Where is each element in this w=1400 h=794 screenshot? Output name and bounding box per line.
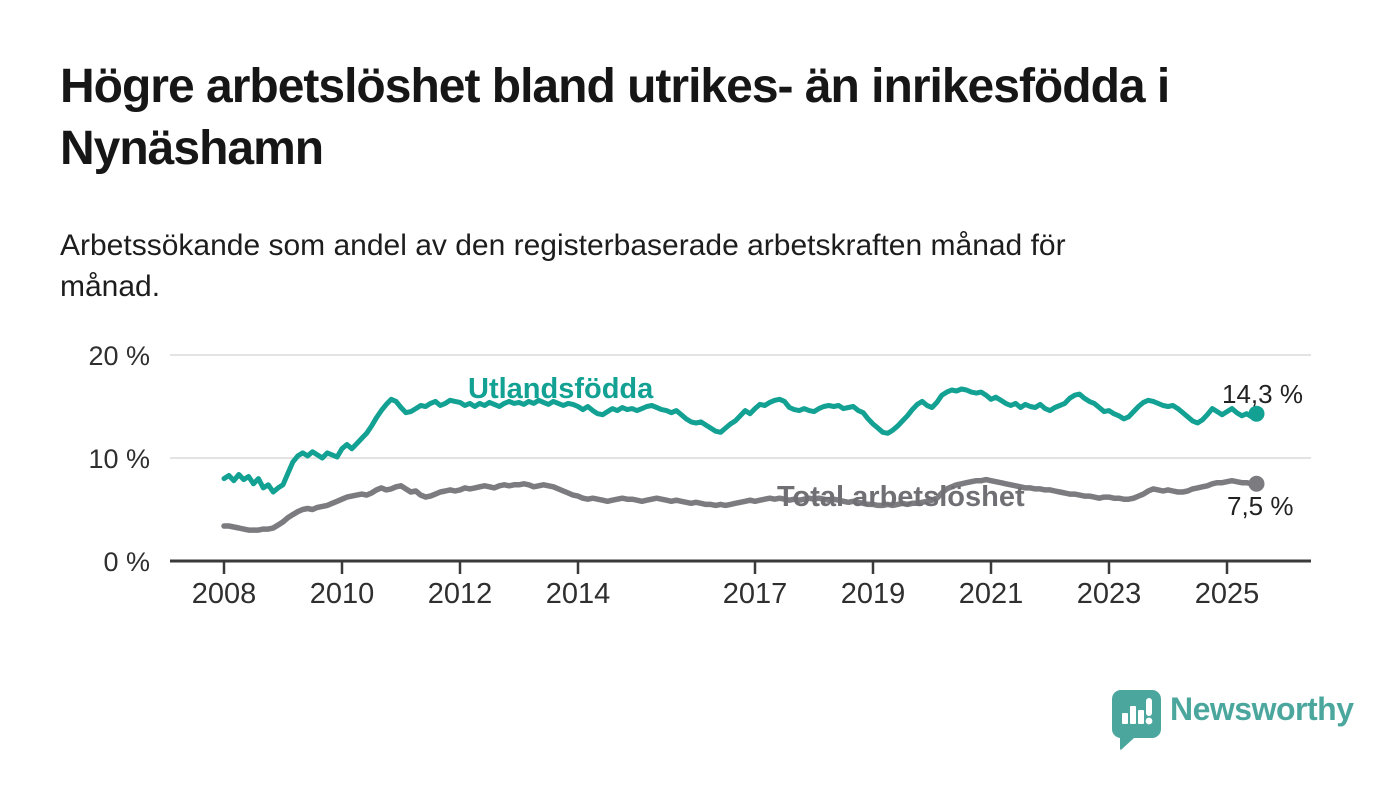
newsworthy-logo-text: Newsworthy [1170,691,1354,727]
x-tick-label-2008: 2008 [192,578,257,610]
x-tick-label-2010: 2010 [310,578,375,610]
utlandsfodda-line [221,386,1259,495]
exclamation-stem [1146,698,1152,716]
series-label-total-arbetsloshet: Total arbetslöshet [777,481,1025,513]
series-label-utlandsfodda: Utlandsfödda [468,373,654,405]
x-tick-label-2014: 2014 [546,578,611,610]
x-tick-label-2017: 2017 [723,578,788,610]
y-tick-label-10: 10 % [88,444,150,474]
total-arbetsloshet-end-dot [1248,475,1265,492]
page-title: Högre arbetslöshet bland utrikes- än inr… [60,60,1170,176]
bar-2 [1130,706,1136,724]
x-tick-label-2023: 2023 [1077,578,1142,610]
exclamation-dot [1145,717,1153,725]
bar-1 [1122,713,1128,724]
speech-bubble-bar-chart-icon [1112,690,1161,750]
x-tick-label-2012: 2012 [428,578,493,610]
utlandsfodda-end-dot [1248,405,1265,422]
x-tick-label-2019: 2019 [841,578,906,610]
total-arbetsloshet-line [221,476,1260,533]
chart-subtitle: Arbetssökande som andel av den registerb… [60,229,1066,303]
end-value-total-arbetsloshet: 7,5 % [1227,491,1294,521]
x-tick-label-2021: 2021 [959,578,1024,610]
y-tick-label-20: 20 % [88,341,150,371]
bar-3 [1138,710,1144,724]
speech-bubble-shape [1112,690,1161,750]
y-tick-label-0: 0 % [103,547,150,577]
newsworthy-logo: Newsworthy [1112,687,1392,757]
x-tick-label-2025: 2025 [1195,578,1260,610]
end-value-utlandsfodda: 14,3 % [1222,379,1303,409]
